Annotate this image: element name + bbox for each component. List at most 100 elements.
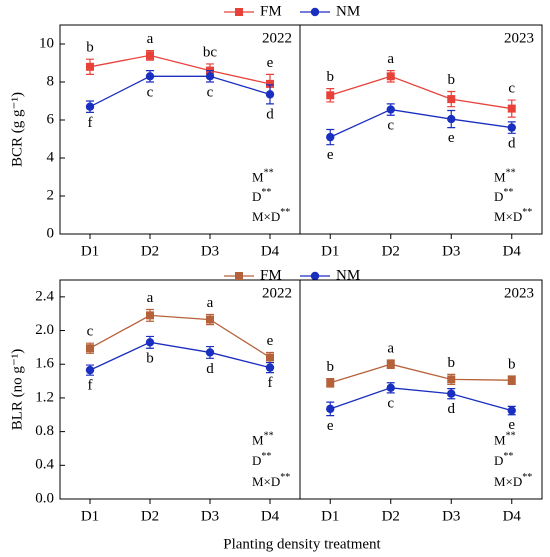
stat-sig: ** [261, 187, 271, 198]
significance-letter: e [448, 130, 455, 146]
significance-letter: b [448, 355, 456, 371]
significance-letter: d [206, 361, 214, 377]
y-tick-label: 2 [47, 187, 55, 203]
y-tick-label: 2.4 [35, 288, 54, 304]
series-line [89, 314, 271, 359]
significance-letter: f [268, 375, 273, 391]
marker [266, 79, 274, 88]
significance-letter: d [266, 106, 274, 122]
y-tick-label: 0 [47, 225, 55, 241]
x-tick-label: D2 [382, 508, 400, 524]
significance-letter: e [508, 417, 515, 433]
stat-annotation: M×D** [494, 472, 532, 489]
legend-label: NM [336, 3, 360, 19]
stat-term: M×D [494, 474, 522, 489]
marker [386, 360, 395, 369]
significance-letter: a [147, 290, 154, 306]
x-tick-label: D4 [503, 508, 522, 524]
x-tick-label: D3 [201, 243, 219, 259]
significance-letter: b [448, 72, 456, 88]
stat-annotation: D** [252, 451, 271, 468]
significance-letter: c [387, 395, 394, 411]
x-tick-label: D1 [81, 243, 99, 259]
marker [447, 375, 456, 384]
series-line [89, 341, 271, 371]
stat-term: D [252, 189, 261, 204]
significance-letter: a [387, 340, 394, 356]
y-tick-label: 2.0 [35, 322, 54, 338]
marker [447, 389, 456, 398]
series-line [330, 75, 512, 110]
x-axis-label: Planting density treatment [223, 536, 381, 552]
stat-term: D [494, 453, 503, 468]
stat-sig: ** [506, 431, 516, 442]
stat-annotation: D** [252, 187, 271, 204]
y-tick-label: 1.6 [35, 356, 54, 372]
series-line [89, 75, 271, 108]
stat-sig: ** [503, 451, 513, 462]
marker [86, 62, 94, 71]
stat-annotation: D** [494, 187, 513, 204]
marker [326, 404, 335, 414]
stat-annotation: M** [252, 168, 274, 185]
significance-letter: f [88, 115, 93, 131]
x-tick-label: D4 [261, 243, 280, 259]
marker [145, 72, 155, 81]
series-line [89, 54, 271, 85]
stat-term: M×D [252, 474, 280, 489]
significance-letter: f [88, 378, 93, 394]
marker [386, 105, 395, 114]
stat-annotation: D** [494, 451, 513, 468]
marker [386, 383, 395, 393]
stat-sig: ** [522, 472, 532, 483]
significance-letter: c [87, 324, 94, 340]
y-tick-label: 0.8 [35, 423, 54, 439]
significance-letter: c [207, 84, 214, 100]
marker [507, 104, 516, 113]
marker [206, 315, 214, 324]
plot-frame [299, 24, 543, 235]
marker [266, 353, 274, 362]
marker [265, 363, 275, 372]
stat-sig: ** [280, 207, 290, 218]
significance-letter: c [508, 80, 515, 96]
x-tick-label: D1 [321, 508, 339, 524]
stat-annotation: M** [494, 431, 516, 448]
marker [447, 114, 456, 124]
x-tick-label: D3 [201, 508, 219, 524]
y-tick-label: 6 [47, 111, 55, 127]
plot-frame [299, 279, 543, 500]
marker [145, 338, 155, 347]
marker [265, 90, 275, 99]
significance-letter: b [86, 40, 94, 56]
legend-marker [235, 272, 243, 280]
marker [326, 91, 335, 100]
x-tick-label: D1 [81, 508, 99, 524]
x-tick-label: D1 [321, 243, 339, 259]
marker [205, 72, 215, 81]
significance-letter: e [267, 333, 274, 349]
stat-term: M×D [494, 209, 522, 224]
legend-marker [235, 8, 243, 16]
significance-letter: d [448, 401, 456, 417]
legend-marker [310, 7, 320, 17]
series-line [330, 387, 512, 412]
marker [386, 72, 395, 81]
x-tick-label: D2 [141, 243, 159, 259]
x-tick-label: D3 [442, 508, 460, 524]
stat-annotation: M×D** [252, 472, 290, 489]
stat-term: D [494, 189, 503, 204]
stat-sig: ** [261, 451, 271, 462]
panel-label: 2022 [262, 285, 292, 301]
significance-letter: a [387, 51, 394, 67]
significance-letter: c [387, 118, 394, 134]
significance-letter: e [327, 418, 334, 434]
series-line [329, 108, 512, 138]
stat-term: M [494, 432, 506, 447]
marker [447, 95, 456, 104]
x-tick-label: D3 [442, 243, 460, 259]
x-tick-label: D4 [503, 243, 522, 259]
marker [507, 406, 516, 415]
stat-sig: ** [506, 168, 516, 179]
